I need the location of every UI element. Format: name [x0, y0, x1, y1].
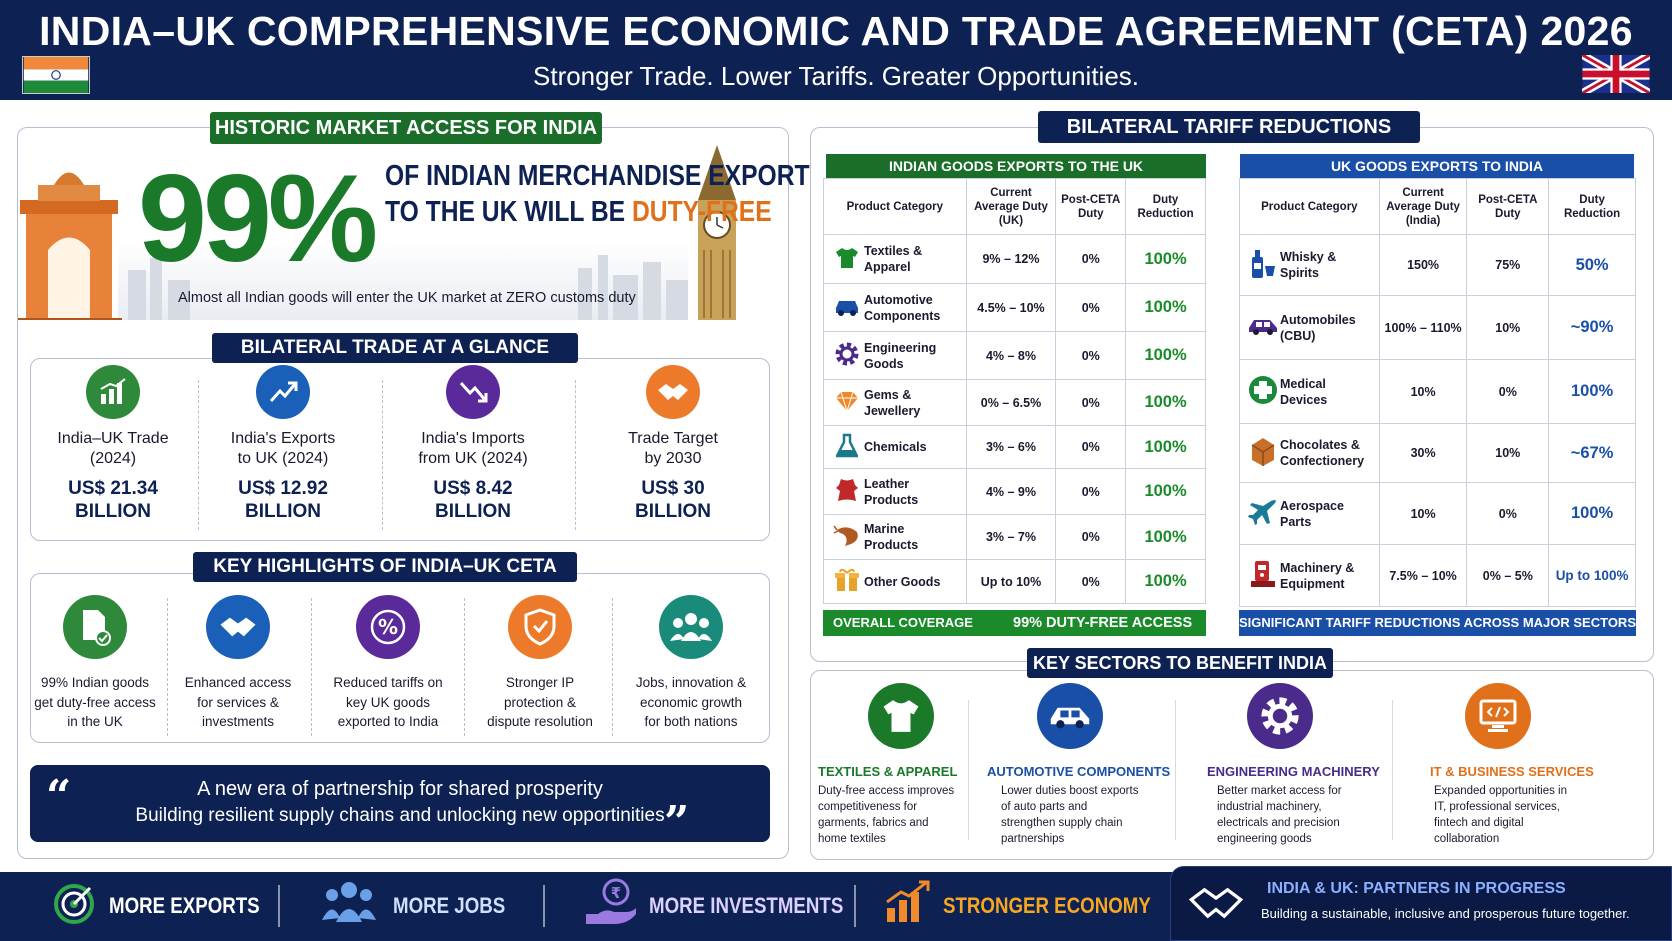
table-row: Gems & Jewellery 0% – 6.5% 0% 100%	[823, 379, 1206, 426]
sectors-tag: KEY SECTORS TO BENEFIT INDIA	[1027, 648, 1333, 678]
header-banner: INDIA–UK COMPREHENSIVE ECONOMIC AND TRAD…	[0, 0, 1672, 100]
india-gate-icon	[18, 172, 122, 320]
shrimp-icon	[830, 524, 864, 551]
big-percentage: 99%	[138, 150, 378, 288]
leather-hide-icon	[830, 477, 864, 506]
highlight-jobs: Jobs, innovation & economic growth for bot…	[616, 595, 766, 732]
whisky-bottle-icon	[1246, 248, 1280, 283]
sector-it-services: IT & BUSINESS SERVICES Expanded opportun…	[1430, 683, 1630, 847]
diamond-icon	[830, 390, 864, 415]
chocolate-box-icon	[1246, 436, 1280, 471]
rupee-hand-icon: ₹	[586, 878, 636, 924]
car-icon	[1037, 683, 1103, 749]
page-subtitle: Stronger Trade. Lower Tariffs. Greater O…	[533, 61, 1139, 91]
open-quote-icon: “	[46, 771, 72, 822]
partners-subtitle: Building a sustainable, inclusive and pr…	[1261, 906, 1630, 921]
stronger-economy-label: STRONGER ECONOMY	[943, 893, 1151, 918]
gear-icon	[830, 341, 864, 370]
table-row: Chemicals 3% – 6% 0% 100%	[823, 425, 1206, 469]
market-access-caption: Almost all Indian goods will enter the U…	[178, 290, 636, 306]
flask-icon	[830, 433, 864, 462]
car-icon	[1246, 316, 1280, 339]
close-quote-icon: ”	[664, 797, 690, 848]
sector-textiles: TEXTILES & APPAREL Duty-free access impr…	[818, 683, 1018, 847]
people-group-icon	[659, 595, 723, 659]
more-jobs-label: MORE JOBS	[393, 893, 506, 918]
highlight-ip: Stronger IP protection & dispute resolutio…	[465, 595, 615, 732]
table-row: Other Goods Up to 10% 0% 100%	[823, 559, 1206, 604]
sector-automotive: AUTOMOTIVE COMPONENTS Lower duties boost…	[987, 683, 1187, 847]
partnership-quote: “ A new era of partnership for shared pr…	[30, 765, 770, 848]
more-investments-label: MORE INVESTMENTS	[649, 893, 844, 918]
shield-icon	[508, 595, 572, 659]
market-access-tag: HISTORIC MARKET ACCESS FOR INDIA	[210, 112, 602, 144]
tariff-tag: BILATERAL TARIFF REDUCTIONS	[1038, 111, 1420, 143]
table-row: Medical Devices 10% 0% 100%	[1239, 359, 1636, 424]
big-ben-icon	[698, 145, 736, 320]
highlight-services: Enhanced access for services & investments	[163, 595, 313, 732]
partners-title: INDIA & UK: PARTNERS IN PROGRESS	[1267, 880, 1566, 897]
monitor-code-icon	[1465, 683, 1531, 749]
india-exports-title: INDIAN GOODS EXPORTS TO THE UK	[826, 154, 1206, 178]
table-row: Leather Products 4% – 9% 0% 100%	[823, 468, 1206, 515]
document-check-icon	[63, 595, 127, 659]
growth-chart-icon	[886, 880, 930, 922]
trade-stat-imports: India's Imports from UK (2024) US$ 8.42 BI…	[388, 365, 558, 523]
gift-box-icon	[830, 567, 864, 596]
market-access-line1: OF INDIAN MERCHANDISE EXPORTS	[385, 160, 827, 192]
uk-exports-title: UK GOODS EXPORTS TO INDIA	[1240, 154, 1634, 178]
highlight-duty-free: 99% Indian goods get duty-free access in t…	[20, 595, 170, 732]
india-tariff-table: Product Category Current Average Duty (UK)…	[823, 178, 1206, 604]
handshake-icon	[206, 595, 270, 659]
tshirt-icon	[830, 246, 864, 273]
trend-down-icon	[446, 365, 500, 419]
table-row: Whisky & Spirits 150% 75% 50%	[1239, 234, 1636, 296]
table-row: Chocolates & Confectionery 30% 10% ~67%	[1239, 423, 1636, 483]
highlights-tag: KEY HIGHLIGHTS OF INDIA–UK CETA	[193, 552, 577, 582]
percent-badge-icon: %	[356, 595, 420, 659]
highlight-tariffs: % Reduced tariffs on key UK goods exported…	[313, 595, 463, 732]
tshirt-icon	[868, 683, 934, 749]
airplane-icon	[1246, 497, 1280, 530]
handshake-icon	[1188, 887, 1244, 919]
svg-text:₹: ₹	[611, 884, 621, 902]
table-row: Textiles & Apparel 9% – 12% 0% 100%	[823, 234, 1206, 284]
table-row: Machinery & Equipment 7.5% – 10% 0% – 5% …	[1239, 544, 1636, 607]
trade-glance-tag: BILATERAL TRADE AT A GLANCE	[212, 333, 578, 363]
machinery-icon	[1246, 559, 1280, 592]
india-coverage-bar: OVERALL COVERAGE 99% DUTY-FREE ACCESS	[823, 610, 1206, 636]
gear-icon	[1247, 683, 1313, 749]
table-row: Engineering Goods 4% – 8% 0% 100%	[823, 331, 1206, 380]
people-group-icon	[322, 882, 376, 922]
trade-stat-target: Trade Target by 2030 US$ 30 BILLION	[588, 365, 758, 523]
duty-free-highlight: DUTY-FREE	[631, 196, 772, 228]
uk-coverage-bar: SIGNIFICANT TARIFF REDUCTIONS ACROSS MAJ…	[1239, 610, 1636, 636]
trend-up-icon	[256, 365, 310, 419]
sector-engineering: ENGINEERING MACHINERY Better market acce…	[1207, 683, 1407, 847]
page-title: INDIA–UK COMPREHENSIVE ECONOMIC AND TRAD…	[39, 8, 1633, 54]
table-row: Marine Products 3% – 7% 0% 100%	[823, 514, 1206, 560]
trade-stat-exports: India's Exports to UK (2024) US$ 12.92 BIL…	[198, 365, 368, 523]
bar-chart-icon	[86, 365, 140, 419]
uk-tariff-table: Product Category Current Average Duty (Ind…	[1239, 178, 1636, 607]
uk-flag-icon	[1582, 55, 1650, 93]
india-flag-icon	[22, 56, 90, 94]
market-access-line2: TO THE UK WILL BE DUTY-FREE	[385, 196, 772, 228]
car-icon	[830, 296, 864, 319]
target-icon	[54, 884, 94, 924]
table-row: Automotive Components 4.5% – 10% 0% 100%	[823, 283, 1206, 332]
partners-box	[1170, 866, 1672, 941]
more-exports-label: MORE EXPORTS	[109, 893, 260, 918]
trade-stat-total: India–UK Trade (2024) US$ 21.34 BILLION	[28, 365, 198, 523]
market-access-skyline	[18, 145, 736, 320]
medical-cross-icon	[1246, 375, 1280, 408]
handshake-icon	[646, 365, 700, 419]
table-row: Aerospace Parts 10% 0% 100%	[1239, 482, 1636, 545]
svg-text:%: %	[378, 615, 398, 639]
table-row: Automobiles (CBU) 100% – 110% 10% ~90%	[1239, 295, 1636, 360]
